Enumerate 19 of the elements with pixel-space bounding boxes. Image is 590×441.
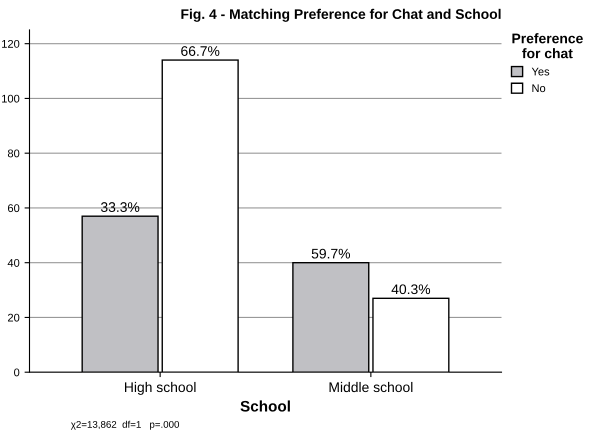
x-tick-label: Middle school (330, 382, 412, 392)
chart-title: Fig. 4 - Matching Preference for Chat and School (181, 8, 501, 22)
y-tick-label: 0 (14, 368, 20, 376)
annotation: 33.3% (100, 202, 140, 212)
x-tick-label: High school (125, 382, 196, 395)
y-tick-label: 20 (8, 314, 20, 322)
y-tick-label: 100 (2, 94, 20, 103)
annotation: 40.3% (392, 284, 430, 294)
y-tick-label: 80 (8, 149, 20, 158)
legend-label: No (532, 84, 546, 92)
annotation: 59.7% (312, 248, 350, 259)
x-axis-title: School (240, 400, 290, 412)
legend-label: Yes (532, 68, 550, 76)
y-tick-label: 60 (8, 204, 20, 212)
annotation: 66.7% (181, 46, 220, 56)
y-tick-label: 40 (8, 258, 20, 267)
y-tick-label: 120 (2, 40, 20, 48)
legend-title: Preference for chat (512, 33, 583, 58)
text: χ2=13,862 df=1 p=.000 (70, 420, 180, 430)
